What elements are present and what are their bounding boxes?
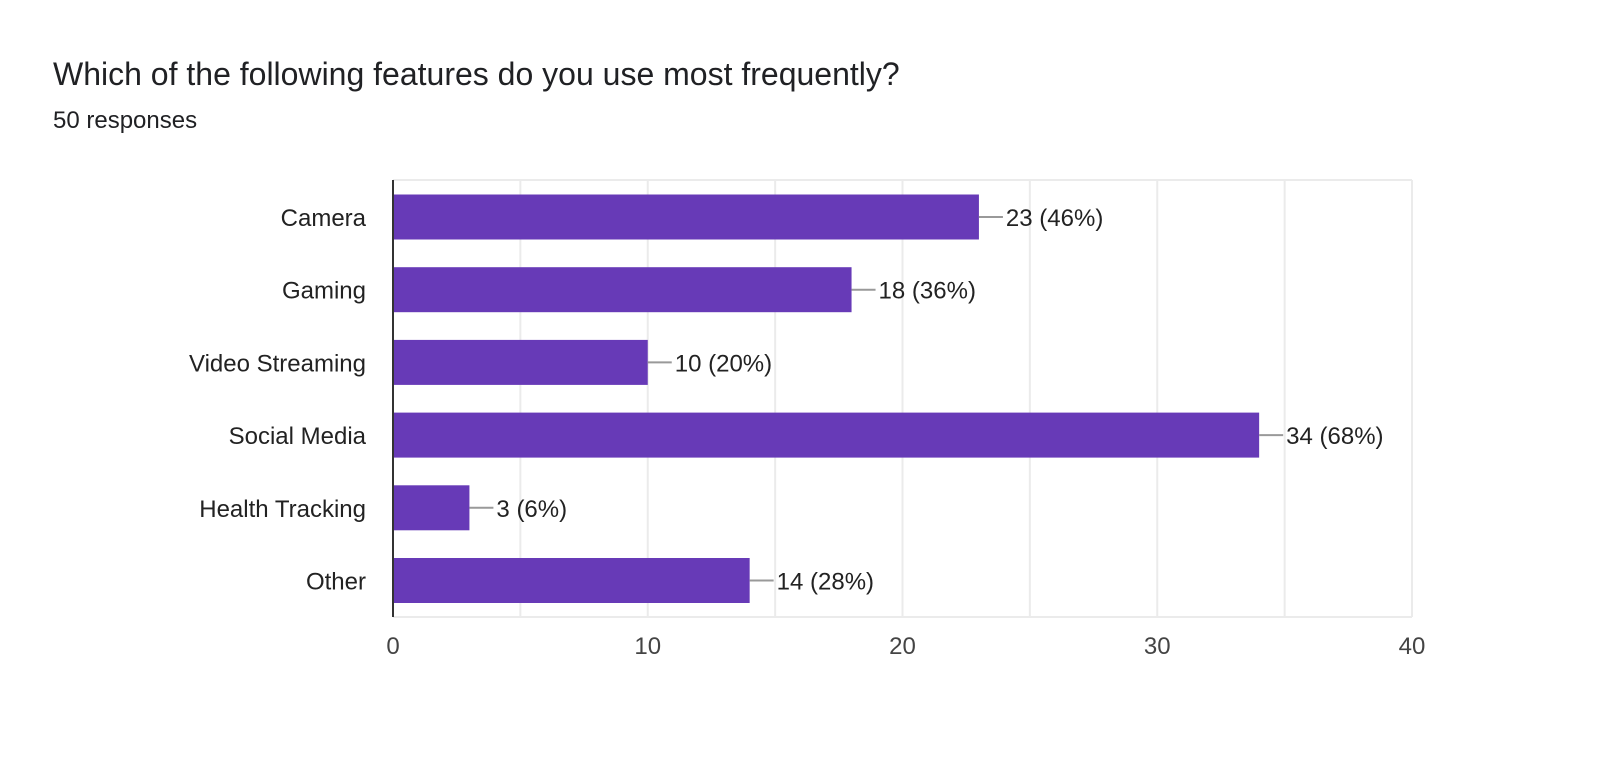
label-layer: 23 (46%) Camera 18 (36%) Gaming 10 (20%) Vide… [189,205,1384,596]
x-tick-label: 0 [386,633,399,660]
value-label: 3 (6%) [496,496,567,523]
x-tick-label: 40 [1399,633,1426,660]
value-label: 10 (20%) [675,350,772,377]
x-tick-label: 10 [634,633,661,660]
bar-other [393,558,750,603]
category-label: Video Streaming [189,350,366,377]
question-title: Which of the following features do you u… [53,56,900,92]
value-label: 23 (46%) [1006,205,1103,232]
x-tick-label: 20 [889,633,916,660]
category-label: Health Tracking [199,496,366,523]
category-label: Other [306,569,366,596]
value-label: 14 (28%) [777,569,874,596]
category-label: Gaming [282,278,366,305]
x-tick-label: 30 [1144,633,1171,660]
bar-gaming [393,267,852,313]
value-label: 18 (36%) [879,278,976,305]
category-label: Camera [281,205,367,232]
bar-health-tracking [393,485,470,531]
response-count: 50 responses [53,107,198,134]
bar-camera [393,194,979,240]
grid-layer [393,179,1413,618]
category-label: Social Media [229,423,367,450]
bar-layer [393,194,1260,603]
bar-social-media [393,412,1260,458]
bar-video-streaming [393,339,648,385]
value-label: 34 (68%) [1286,423,1383,450]
axis-layer: 0 10 20 30 40 [386,180,1425,660]
